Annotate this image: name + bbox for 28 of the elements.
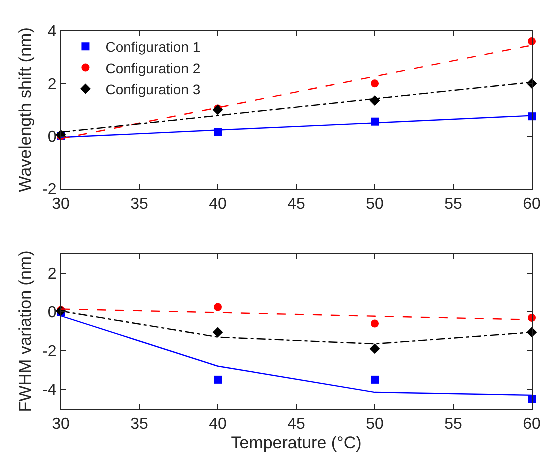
- y-tick-label: -4: [42, 382, 57, 400]
- x-axis-title: Temperature (°C): [231, 434, 362, 453]
- x-tick-label: 55: [444, 416, 462, 434]
- x-tick-label: 40: [209, 416, 227, 434]
- y-axis-title: FWHM variation (nm): [16, 250, 36, 412]
- x-tick-label: 35: [130, 196, 148, 214]
- x-tick-label: 45: [288, 416, 306, 434]
- x-tick-label: 40: [209, 196, 227, 214]
- x-tick-label: 60: [523, 196, 541, 214]
- legend-label: Configuration 1: [106, 39, 201, 56]
- x-tick-label: 30: [52, 416, 70, 434]
- y-axis-title: Wavelength shift (nm): [16, 28, 36, 192]
- x-tick-label: 50: [366, 416, 384, 434]
- legend-label: Configuration 2: [106, 60, 201, 76]
- x-tick-label: 45: [288, 196, 306, 214]
- x-tick-label: 30: [52, 196, 70, 214]
- x-tick-label: 60: [523, 416, 541, 434]
- x-tick-label: 55: [444, 196, 462, 214]
- y-tick-label: -2: [42, 182, 57, 199]
- y-tick-label: 0: [48, 128, 57, 146]
- y-tick-label: 0: [48, 304, 57, 322]
- x-tick-label: 35: [130, 416, 148, 434]
- y-tick-label: -2: [42, 343, 57, 360]
- y-tick-label: 2: [48, 76, 57, 94]
- legend-label: Configuration 3: [106, 81, 201, 98]
- x-tick-label: 50: [366, 196, 384, 214]
- y-tick-label: 4: [48, 24, 57, 41]
- y-tick-label: 2: [48, 266, 57, 283]
